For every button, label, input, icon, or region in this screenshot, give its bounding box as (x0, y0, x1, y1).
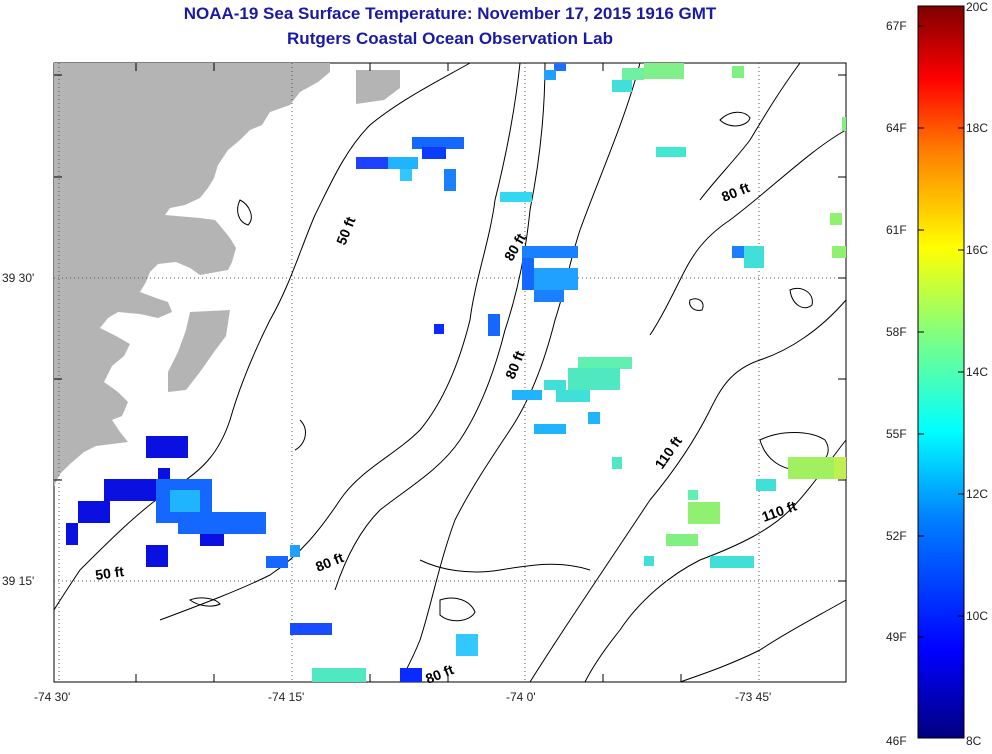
map-title: NOAA-19 Sea Surface Temperature: Novembe… (183, 4, 717, 23)
colorbar-f-label: 46F (886, 734, 907, 748)
colorbar-f-label: 67F (886, 19, 907, 33)
x-tick-label: -73 45' (735, 690, 772, 704)
land-islands (168, 70, 400, 392)
colorbar-f-label: 55F (886, 427, 907, 441)
colorbar-c-label: 20C (966, 0, 989, 14)
x-tick-label: -74 30' (34, 690, 71, 704)
colorbar-c-label: 14C (966, 365, 989, 379)
y-tick-label: 39 15' (2, 574, 35, 588)
colorbar-c-label: 16C (966, 243, 989, 257)
bathymetry-contours (53, 62, 847, 683)
colorbar (917, 5, 965, 739)
colorbar-f-label: 64F (886, 121, 907, 135)
colorbar-c-label: 18C (966, 121, 989, 135)
contour-label: 50 ft (94, 563, 125, 583)
sst-pixels (66, 63, 846, 682)
colorbar-ticks (918, 25, 964, 638)
x-tick-label: -74 15' (268, 690, 305, 704)
frame-ticks (54, 63, 846, 682)
colorbar-f-label: 52F (886, 529, 907, 543)
colorbar-c-label: 12C (966, 487, 989, 501)
colorbar-f-label: 49F (886, 630, 907, 644)
colorbar-c-label: 10C (966, 609, 989, 623)
map-subtitle: Rutgers Coastal Ocean Observation Lab (287, 29, 613, 48)
colorbar-f-label: 58F (886, 325, 907, 339)
colorbar-c-label: 8C (966, 734, 982, 748)
graticule (54, 63, 846, 682)
land-mass (54, 63, 330, 486)
x-tick-label: -74 0' (506, 690, 536, 704)
y-tick-label: 39 30' (2, 271, 35, 285)
colorbar-f-label: 61F (886, 223, 907, 237)
